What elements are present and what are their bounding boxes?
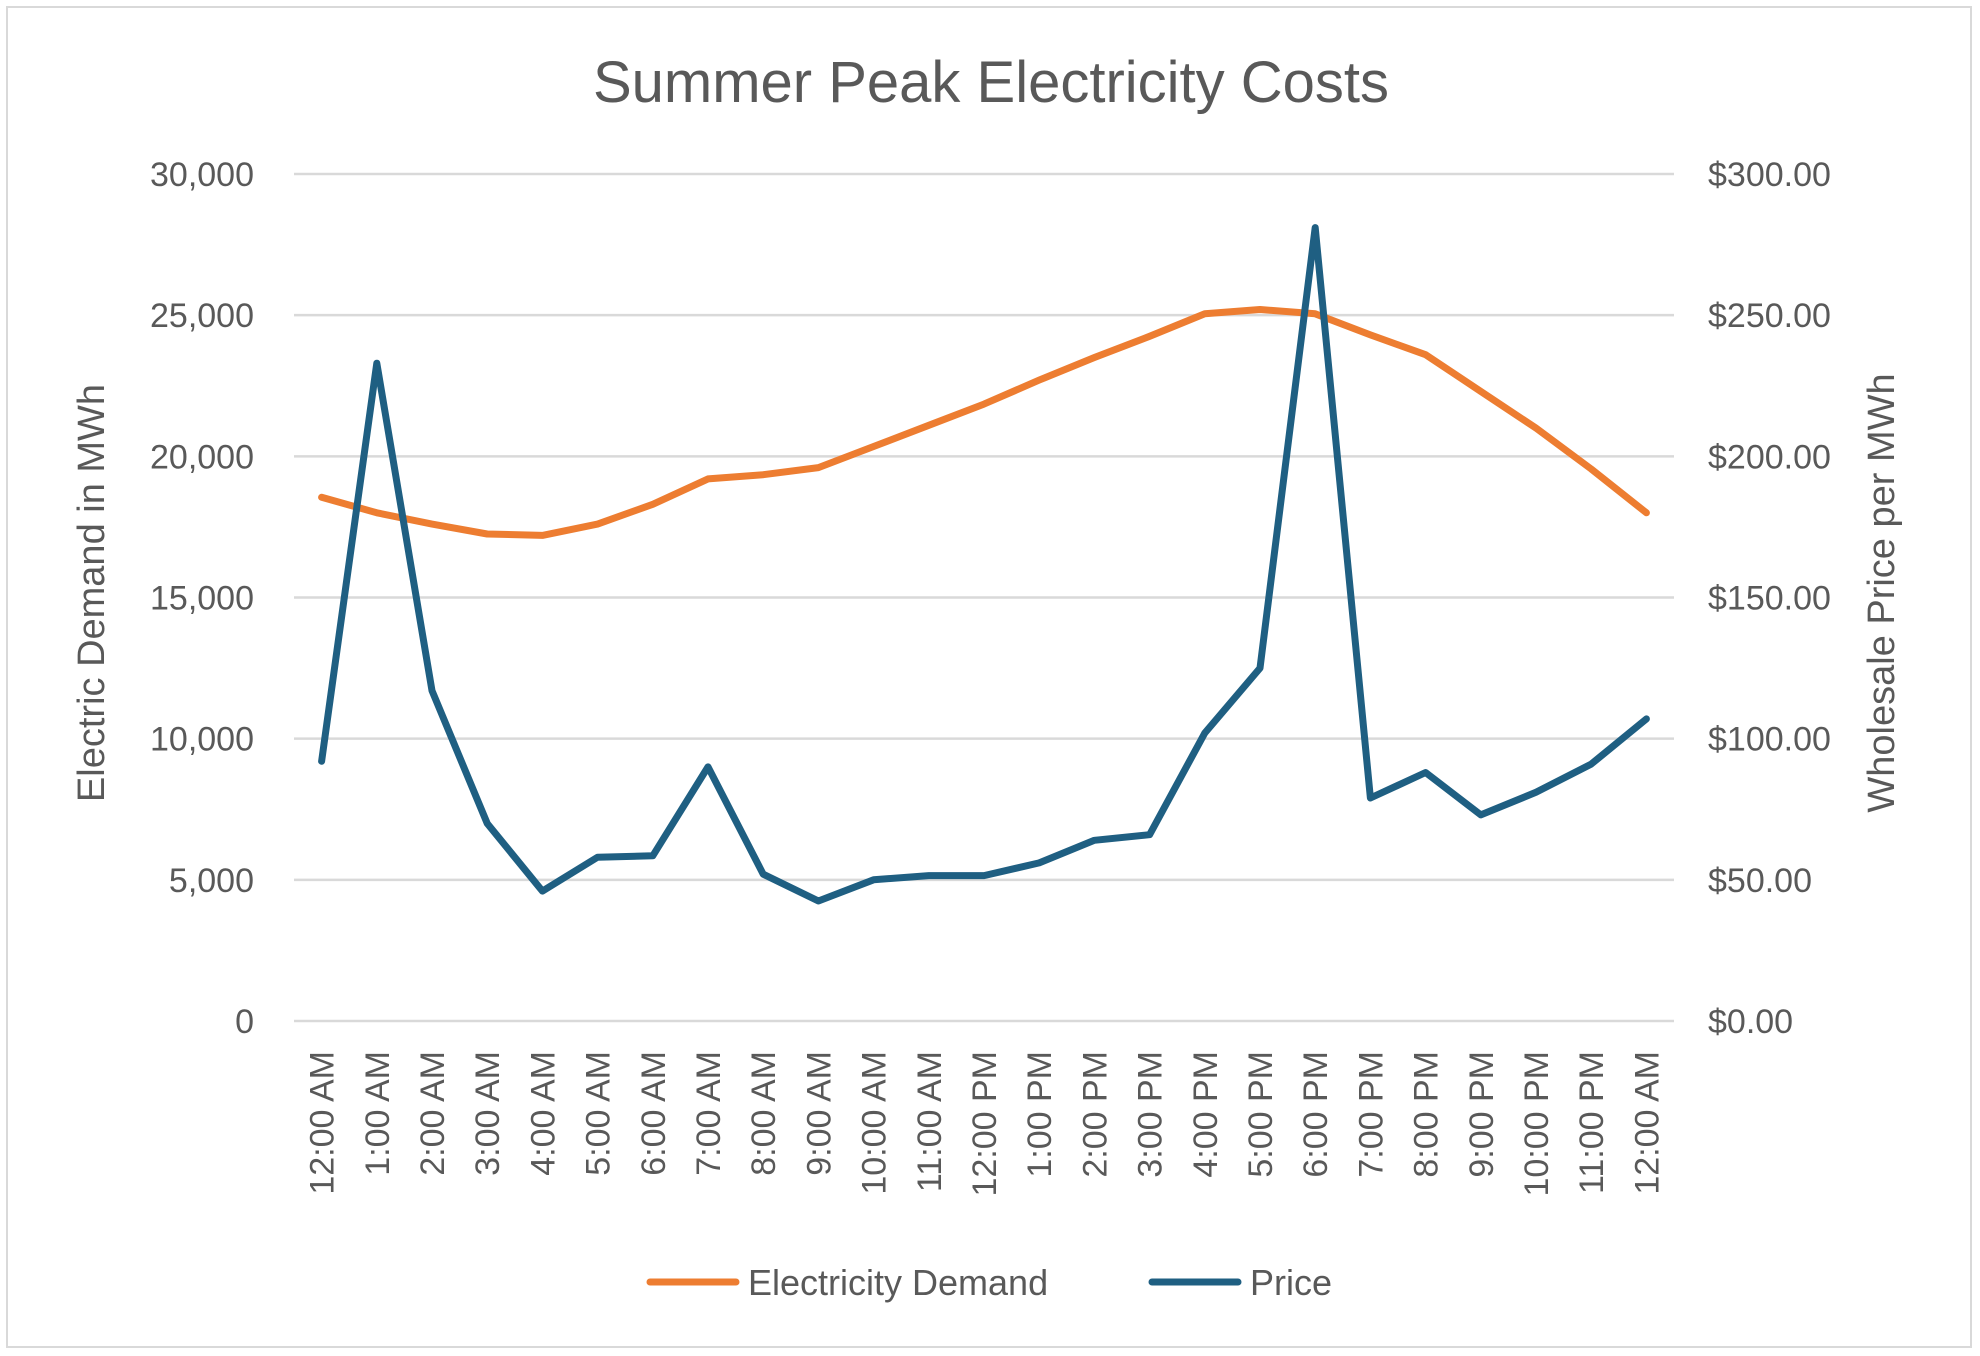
right-tick-label: $50.00: [1708, 862, 1812, 900]
x-tick-label: 12:00 PM: [966, 1051, 1004, 1197]
legend-label-price: Price: [1250, 1262, 1332, 1303]
series-line-price: [318, 224, 1650, 905]
x-tick-label: 2:00 AM: [414, 1051, 452, 1176]
right-tick-label: $250.00: [1708, 297, 1831, 335]
x-tick-label: 3:00 PM: [1132, 1051, 1170, 1178]
grid-lines: [294, 172, 1674, 1023]
x-tick-label: 12:00 AM: [1628, 1051, 1666, 1195]
x-tick-label: 6:00 AM: [635, 1051, 673, 1176]
chart-svg: Summer Peak Electricity Costs 0 5,000 10,0…: [71, 50, 1903, 1303]
x-tick-label: 8:00 AM: [745, 1051, 783, 1176]
right-tick-label: $200.00: [1708, 438, 1831, 476]
right-tick-label: $0.00: [1708, 1003, 1793, 1041]
left-tick-label: 30,000: [150, 156, 254, 194]
left-tick-label: 25,000: [150, 297, 254, 335]
left-tick-label: 15,000: [150, 580, 254, 618]
x-tick-label: 3:00 AM: [469, 1051, 507, 1176]
x-tick-label: 7:00 PM: [1352, 1051, 1390, 1178]
x-axis-ticks: 12:00 AM 1:00 AM 2:00 AM 3:00 AM 4:00 AM 5:00…: [304, 1051, 1667, 1197]
x-tick-label: 9:00 AM: [800, 1051, 838, 1176]
left-tick-label: 10,000: [150, 721, 254, 759]
x-tick-label: 4:00 AM: [524, 1051, 562, 1176]
x-tick-label: 11:00 PM: [1573, 1051, 1611, 1194]
x-tick-label: 2:00 PM: [1076, 1051, 1114, 1178]
right-tick-label: $150.00: [1708, 580, 1831, 618]
legend: Electricity Demand Price: [646, 1262, 1332, 1303]
series-line-electricity-demand: [318, 306, 1650, 539]
x-tick-label: 12:00 AM: [304, 1051, 342, 1195]
left-axis-label: Electric Demand in MWh: [71, 384, 113, 802]
left-tick-label: 20,000: [150, 438, 254, 476]
x-tick-label: 10:00 AM: [856, 1051, 894, 1195]
x-tick-label: 1:00 PM: [1021, 1051, 1059, 1178]
right-tick-label: $100.00: [1708, 721, 1831, 759]
left-tick-label: 5,000: [169, 862, 254, 900]
legend-label-electricity-demand: Electricity Demand: [748, 1262, 1048, 1303]
right-tick-label: $300.00: [1708, 156, 1831, 194]
x-tick-label: 6:00 PM: [1297, 1051, 1335, 1178]
x-tick-label: 5:00 PM: [1242, 1051, 1280, 1178]
right-axis-label: Wholesale Price per MWh: [1861, 373, 1903, 812]
x-tick-label: 10:00 PM: [1518, 1051, 1556, 1197]
x-tick-label: 11:00 AM: [911, 1051, 949, 1192]
chart-frame: Summer Peak Electricity Costs 0 5,000 10,0…: [6, 6, 1972, 1348]
left-axis-ticks: 0 5,000 10,000 15,000 20,000 25,000 30,000: [150, 156, 254, 1041]
x-tick-label: 9:00 PM: [1463, 1051, 1501, 1178]
left-tick-label: 0: [235, 1003, 254, 1041]
x-tick-label: 1:00 AM: [359, 1051, 397, 1176]
series-lines: [318, 224, 1650, 905]
x-tick-label: 4:00 PM: [1187, 1051, 1225, 1178]
x-tick-label: 7:00 AM: [690, 1051, 728, 1176]
x-tick-label: 5:00 AM: [580, 1051, 618, 1176]
right-axis-ticks: $0.00 $50.00 $100.00 $150.00 $200.00 $250.00 $…: [1708, 156, 1831, 1041]
chart-title: Summer Peak Electricity Costs: [593, 50, 1389, 115]
x-tick-label: 8:00 PM: [1408, 1051, 1446, 1178]
